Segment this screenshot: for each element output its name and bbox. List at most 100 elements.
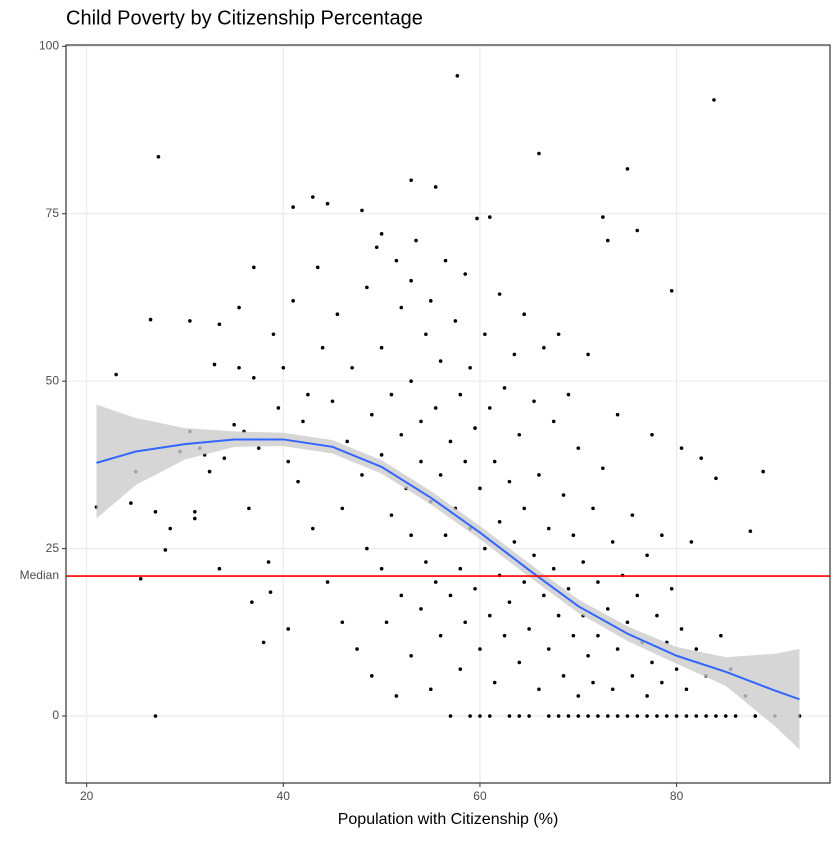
point [455,74,460,78]
point [394,694,399,698]
point [212,362,217,367]
point [428,299,433,303]
point [325,201,330,206]
x-tick-label: 60 [473,789,487,803]
point [546,526,551,531]
x-tick-label: 20 [80,789,94,803]
point [360,208,364,213]
point [207,469,212,474]
point [679,627,684,631]
point [669,288,674,293]
point [566,714,571,718]
point [723,714,728,718]
point [660,533,664,538]
point [605,714,610,718]
point [188,319,192,323]
point [433,580,438,584]
point [591,680,595,685]
point [532,553,536,558]
point [350,365,354,370]
point [684,687,689,692]
point [542,593,546,598]
point [379,566,384,571]
point [512,540,517,544]
point [463,459,468,464]
point [232,422,236,427]
point [389,513,394,517]
point [689,540,694,544]
point [669,586,674,591]
point [438,359,443,363]
point [433,185,438,189]
point [487,215,492,219]
point [615,412,620,417]
point [625,620,630,625]
point [340,620,345,625]
point [601,215,605,219]
y-tick-label: 0 [52,708,59,722]
point [566,586,571,591]
point [502,386,507,390]
point [468,714,472,718]
point [650,660,654,665]
point [153,714,158,718]
point [733,714,738,718]
point [576,694,581,698]
point [542,345,546,350]
point [384,620,389,625]
point [483,546,487,551]
plot-border [65,44,831,784]
point [694,647,699,651]
point [704,714,708,718]
point [497,292,502,296]
point [409,533,413,538]
point [138,576,143,581]
point [601,466,605,471]
point [487,613,492,618]
point [335,312,340,317]
point [458,392,463,397]
point [571,533,576,538]
point [256,446,261,450]
point [399,305,404,310]
point [581,560,585,564]
point [546,714,551,718]
point [650,432,654,437]
point [409,178,413,183]
point [679,446,684,450]
point [281,365,286,370]
point [478,486,482,491]
point [217,322,222,327]
point [114,372,118,377]
point [586,352,590,357]
chart-title: Child Poverty by Citizenship Percentage [66,7,423,29]
smooth-line [96,438,800,701]
point [532,399,536,404]
point [261,640,266,645]
point [443,533,448,538]
point [586,714,590,718]
point [153,509,158,514]
point [340,506,345,511]
point [438,473,443,477]
point [645,553,649,558]
point [193,516,197,521]
point [458,667,463,671]
point [492,459,497,464]
point [719,633,723,638]
point [487,406,492,410]
point [635,714,640,718]
x-tick-label: 80 [670,789,684,803]
point [306,392,310,397]
point [596,714,600,718]
point [655,613,659,618]
point [286,627,291,631]
point [561,674,566,678]
point [156,155,161,159]
point [610,687,615,692]
point [645,694,649,698]
point [551,566,556,571]
point [655,714,659,718]
point [419,607,423,611]
